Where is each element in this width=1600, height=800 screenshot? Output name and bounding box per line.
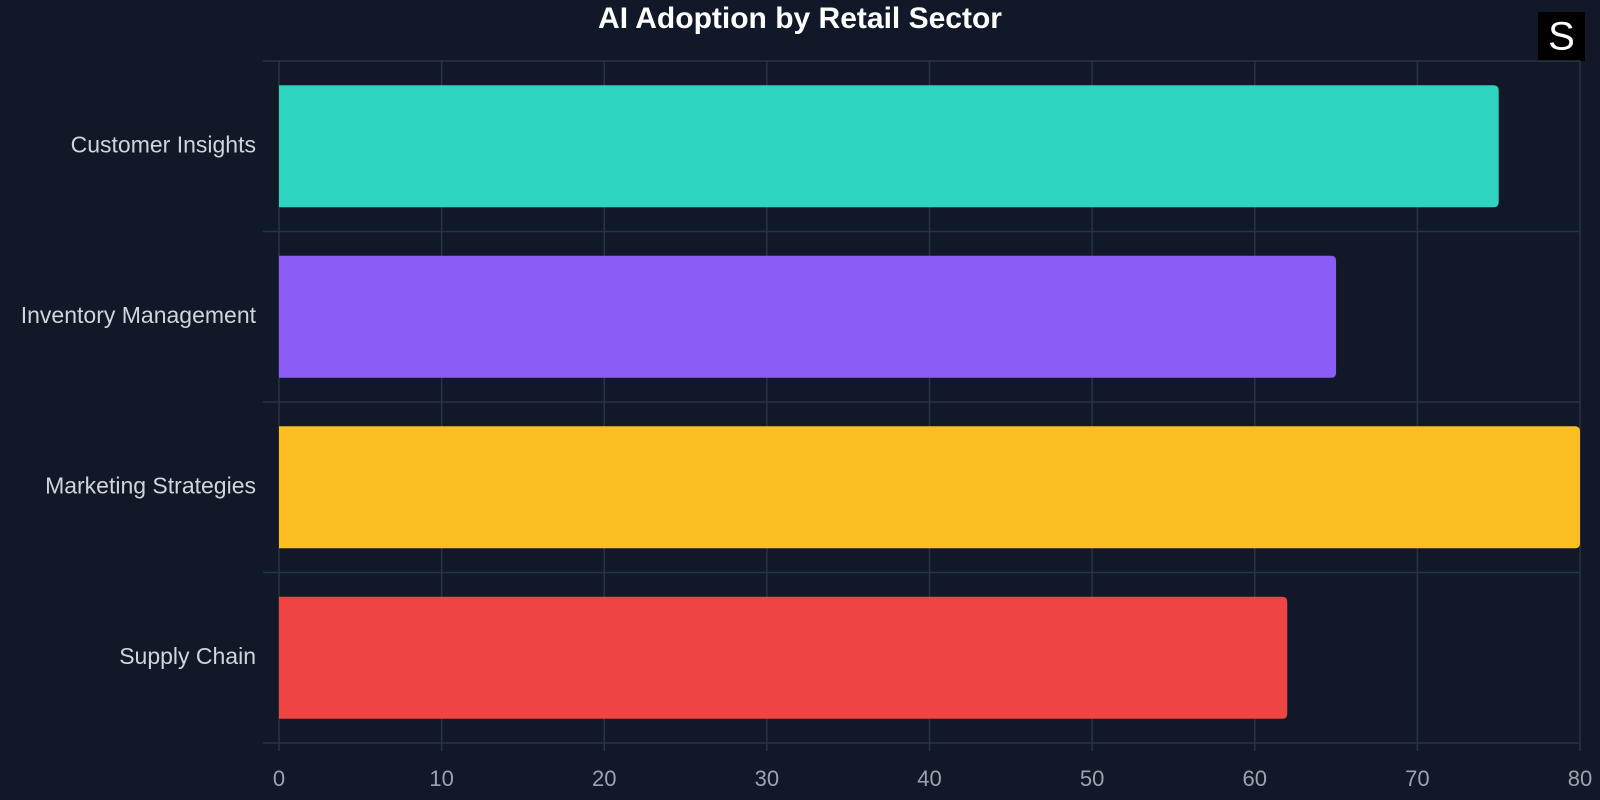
x-tick-label: 40	[917, 766, 941, 791]
bar	[279, 426, 1580, 549]
y-tick-label: Inventory Management	[21, 302, 257, 328]
x-tick-label: 10	[429, 766, 453, 791]
x-tick-label: 30	[755, 766, 779, 791]
x-tick-label: 70	[1405, 766, 1429, 791]
x-tick-label: 20	[592, 766, 616, 791]
x-tick-label: 0	[273, 766, 285, 791]
logo-box	[1538, 12, 1585, 61]
logo: S	[1548, 15, 1575, 59]
bar	[279, 255, 1337, 378]
bar	[279, 596, 1288, 719]
chart-title: AI Adoption by Retail Sector	[598, 2, 1002, 35]
x-tick-label: 50	[1080, 766, 1104, 791]
bar	[279, 85, 1499, 208]
y-tick-label: Customer Insights	[71, 131, 256, 157]
x-tick-label: 60	[1243, 766, 1267, 791]
y-tick-label: Marketing Strategies	[45, 472, 256, 498]
x-tick-label: 80	[1568, 766, 1592, 791]
y-tick-label: Supply Chain	[119, 643, 256, 669]
